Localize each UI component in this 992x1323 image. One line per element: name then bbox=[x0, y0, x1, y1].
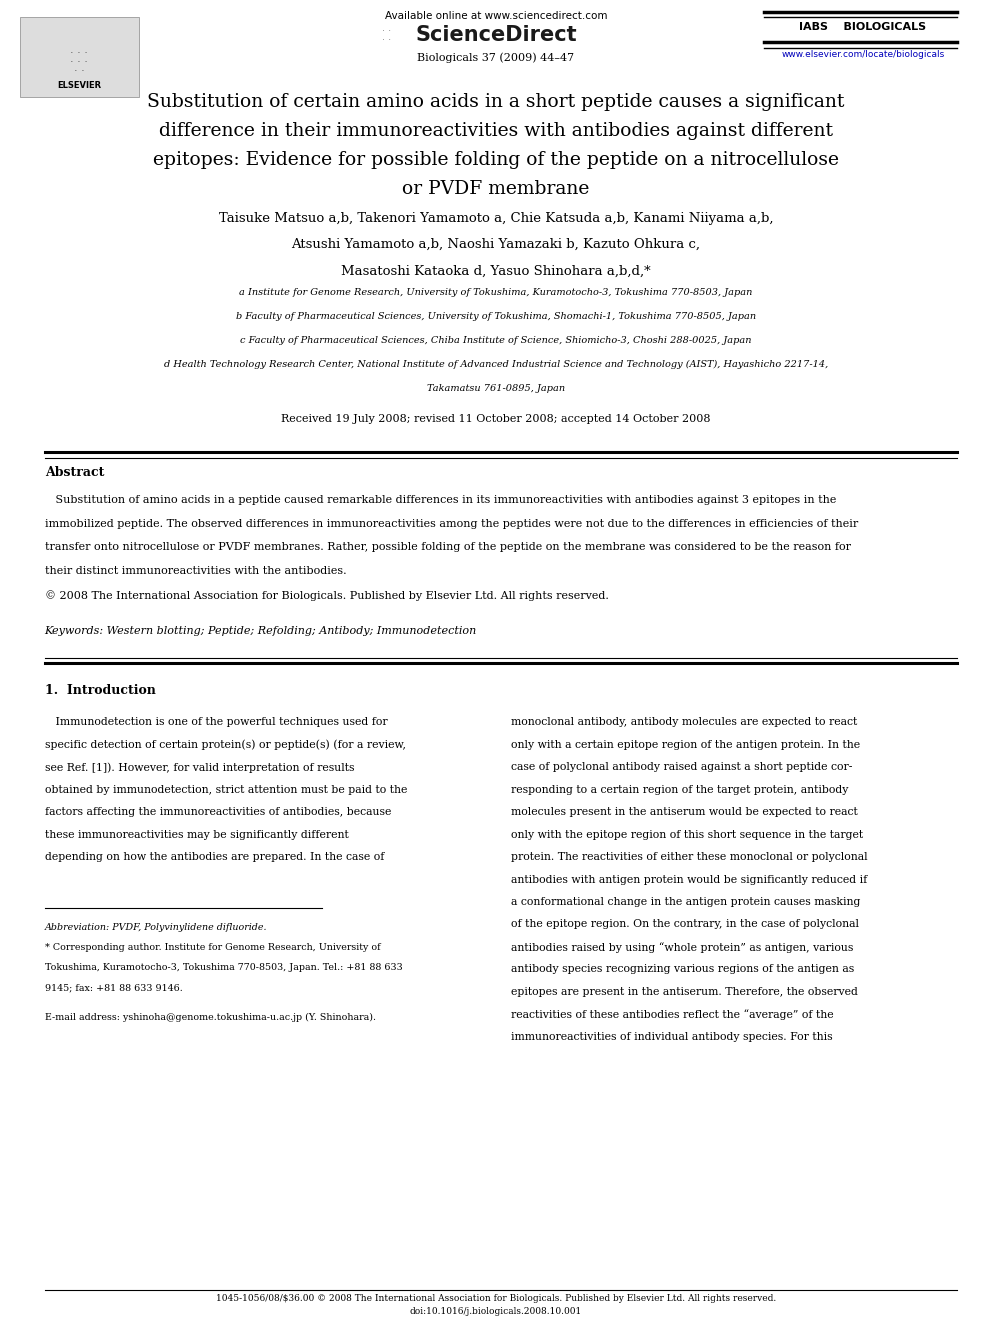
Bar bbox=[20, 17, 139, 97]
Text: molecules present in the antiserum would be expected to react: molecules present in the antiserum would… bbox=[511, 807, 858, 818]
Text: Abbreviation: PVDF, Polyvinylidene difluoride.: Abbreviation: PVDF, Polyvinylidene diflu… bbox=[45, 923, 267, 933]
Text: a Institute for Genome Research, University of Tokushima, Kuramotocho-3, Tokushi: a Institute for Genome Research, Univers… bbox=[239, 288, 753, 298]
Text: responding to a certain region of the target protein, antibody: responding to a certain region of the ta… bbox=[511, 785, 848, 795]
Text: E-mail address: yshinoha@genome.tokushima-u.ac.jp (Y. Shinohara).: E-mail address: yshinoha@genome.tokushim… bbox=[45, 1013, 376, 1021]
Text: of the epitope region. On the contrary, in the case of polyclonal: of the epitope region. On the contrary, … bbox=[511, 919, 859, 930]
Text: their distinct immunoreactivities with the antibodies.: their distinct immunoreactivities with t… bbox=[45, 566, 346, 577]
Text: obtained by immunodetection, strict attention must be paid to the: obtained by immunodetection, strict atte… bbox=[45, 785, 407, 795]
Text: Keywords: Western blotting; Peptide; Refolding; Antibody; Immunodetection: Keywords: Western blotting; Peptide; Ref… bbox=[45, 626, 477, 636]
Text: transfer onto nitrocellulose or PVDF membranes. Rather, possible folding of the : transfer onto nitrocellulose or PVDF mem… bbox=[45, 542, 850, 553]
Text: only with the epitope region of this short sequence in the target: only with the epitope region of this sho… bbox=[511, 830, 863, 840]
Text: Atsushi Yamamoto a,b, Naoshi Yamazaki b, Kazuto Ohkura c,: Atsushi Yamamoto a,b, Naoshi Yamazaki b,… bbox=[292, 238, 700, 251]
Text: 1045-1056/08/$36.00 © 2008 The International Association for Biologicals. Publis: 1045-1056/08/$36.00 © 2008 The Internati… bbox=[216, 1294, 776, 1303]
Text: reactivities of these antibodies reflect the “average” of the: reactivities of these antibodies reflect… bbox=[511, 1009, 833, 1020]
Text: © 2008 The International Association for Biologicals. Published by Elsevier Ltd.: © 2008 The International Association for… bbox=[45, 590, 608, 601]
Text: IABS    BIOLOGICALS: IABS BIOLOGICALS bbox=[800, 22, 927, 33]
Text: epitopes: Evidence for possible folding of the peptide on a nitrocellulose: epitopes: Evidence for possible folding … bbox=[153, 151, 839, 169]
Text: * Corresponding author. Institute for Genome Research, University of: * Corresponding author. Institute for Ge… bbox=[45, 943, 380, 953]
Text: epitopes are present in the antiserum. Therefore, the observed: epitopes are present in the antiserum. T… bbox=[511, 987, 858, 998]
Text: www.elsevier.com/locate/biologicals: www.elsevier.com/locate/biologicals bbox=[782, 50, 944, 60]
Text: · · ·
· · ·
· ·: · · · · · · · · bbox=[70, 48, 88, 77]
Text: Masatoshi Kataoka d, Yasuo Shinohara a,b,d,*: Masatoshi Kataoka d, Yasuo Shinohara a,b… bbox=[341, 265, 651, 278]
Text: antibodies raised by using “whole protein” as antigen, various: antibodies raised by using “whole protei… bbox=[511, 942, 853, 953]
Text: Biologicals 37 (2009) 44–47: Biologicals 37 (2009) 44–47 bbox=[418, 53, 574, 64]
Text: b Faculty of Pharmaceutical Sciences, University of Tokushima, Shomachi-1, Tokus: b Faculty of Pharmaceutical Sciences, Un… bbox=[236, 312, 756, 321]
Text: these immunoreactivities may be significantly different: these immunoreactivities may be signific… bbox=[45, 830, 348, 840]
Text: difference in their immunoreactivities with antibodies against different: difference in their immunoreactivities w… bbox=[159, 122, 833, 140]
Text: antibodies with antigen protein would be significantly reduced if: antibodies with antigen protein would be… bbox=[511, 875, 867, 885]
Text: ScienceDirect: ScienceDirect bbox=[416, 25, 576, 45]
Text: Abstract: Abstract bbox=[45, 466, 104, 479]
Text: ELSEVIER: ELSEVIER bbox=[58, 81, 101, 90]
Text: doi:10.1016/j.biologicals.2008.10.001: doi:10.1016/j.biologicals.2008.10.001 bbox=[410, 1307, 582, 1316]
Text: Immunodetection is one of the powerful techniques used for: Immunodetection is one of the powerful t… bbox=[45, 717, 387, 728]
Text: protein. The reactivities of either these monoclonal or polyclonal: protein. The reactivities of either thes… bbox=[511, 852, 868, 863]
Text: depending on how the antibodies are prepared. In the case of: depending on how the antibodies are prep… bbox=[45, 852, 384, 863]
Text: 9145; fax: +81 88 633 9146.: 9145; fax: +81 88 633 9146. bbox=[45, 983, 183, 992]
Text: 1.  Introduction: 1. Introduction bbox=[45, 684, 156, 697]
Text: see Ref. [1]). However, for valid interpretation of results: see Ref. [1]). However, for valid interp… bbox=[45, 762, 354, 773]
Text: case of polyclonal antibody raised against a short peptide cor-: case of polyclonal antibody raised again… bbox=[511, 762, 852, 773]
Text: Tokushima, Kuramotocho-3, Tokushima 770-8503, Japan. Tel.: +81 88 633: Tokushima, Kuramotocho-3, Tokushima 770-… bbox=[45, 963, 403, 972]
Text: specific detection of certain protein(s) or peptide(s) (for a review,: specific detection of certain protein(s)… bbox=[45, 740, 406, 750]
Text: immobilized peptide. The observed differences in immunoreactivities among the pe: immobilized peptide. The observed differ… bbox=[45, 519, 858, 529]
Text: Takamatsu 761-0895, Japan: Takamatsu 761-0895, Japan bbox=[427, 384, 565, 393]
Text: c Faculty of Pharmaceutical Sciences, Chiba Institute of Science, Shiomicho-3, C: c Faculty of Pharmaceutical Sciences, Ch… bbox=[240, 336, 752, 345]
Text: · ·
· ·: · · · · bbox=[382, 26, 392, 45]
Text: d Health Technology Research Center, National Institute of Advanced Industrial S: d Health Technology Research Center, Nat… bbox=[164, 360, 828, 369]
Text: Taisuke Matsuo a,b, Takenori Yamamoto a, Chie Katsuda a,b, Kanami Niiyama a,b,: Taisuke Matsuo a,b, Takenori Yamamoto a,… bbox=[219, 212, 773, 225]
Text: or PVDF membrane: or PVDF membrane bbox=[403, 180, 589, 198]
Text: a conformational change in the antigen protein causes masking: a conformational change in the antigen p… bbox=[511, 897, 860, 908]
Text: Received 19 July 2008; revised 11 October 2008; accepted 14 October 2008: Received 19 July 2008; revised 11 Octobe… bbox=[282, 414, 710, 425]
Text: only with a certain epitope region of the antigen protein. In the: only with a certain epitope region of th… bbox=[511, 740, 860, 750]
Text: antibody species recognizing various regions of the antigen as: antibody species recognizing various reg… bbox=[511, 964, 854, 975]
Text: factors affecting the immunoreactivities of antibodies, because: factors affecting the immunoreactivities… bbox=[45, 807, 391, 818]
Text: immunoreactivities of individual antibody species. For this: immunoreactivities of individual antibod… bbox=[511, 1032, 832, 1043]
Text: Available online at www.sciencedirect.com: Available online at www.sciencedirect.co… bbox=[385, 11, 607, 21]
Text: monoclonal antibody, antibody molecules are expected to react: monoclonal antibody, antibody molecules … bbox=[511, 717, 857, 728]
Text: Substitution of certain amino acids in a short peptide causes a significant: Substitution of certain amino acids in a… bbox=[148, 93, 844, 111]
Text: Substitution of amino acids in a peptide caused remarkable differences in its im: Substitution of amino acids in a peptide… bbox=[45, 495, 836, 505]
